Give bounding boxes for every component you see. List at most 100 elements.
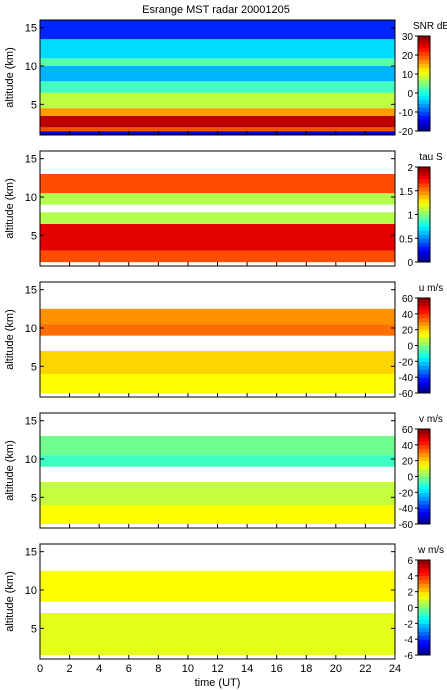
y-axis-label: altitude (km) — [4, 440, 16, 501]
colorbar-step — [418, 63, 430, 69]
x-tick-label: 8 — [155, 663, 161, 675]
colorbar-step — [418, 190, 430, 196]
colorbar-step — [418, 563, 430, 569]
colorbar-step — [418, 99, 430, 104]
colorbar-step — [418, 321, 430, 327]
colorbar-step — [418, 222, 430, 227]
colorbar-step — [418, 83, 430, 88]
y-tick-label: 5 — [31, 99, 37, 111]
colorbar-step — [418, 329, 430, 335]
colorbar-step — [418, 75, 430, 81]
colorbar-step — [418, 520, 430, 525]
colorbar-step — [418, 91, 430, 96]
y-tick-label: 10 — [25, 585, 37, 597]
colorbar-step — [418, 107, 430, 112]
colorbar-step — [418, 182, 430, 188]
colorbar-tick-label: 1.5 — [399, 187, 413, 198]
colorbar-step — [418, 575, 430, 581]
colorbar-step — [418, 313, 430, 319]
colorbar-step — [418, 429, 430, 434]
colorbar-tick-label: 40 — [402, 441, 414, 452]
colorbar-step — [418, 591, 430, 597]
colorbar-step — [418, 615, 430, 620]
y-tick-label: 15 — [25, 416, 37, 428]
y-tick-label: 15 — [25, 23, 37, 35]
y-axis-label: altitude (km) — [4, 178, 16, 239]
colorbar-step — [418, 309, 430, 315]
colorbar-step — [418, 47, 430, 53]
colorbar-step — [418, 210, 430, 215]
colorbar-tick-label: 0 — [407, 342, 413, 353]
SNR-layer-7 — [40, 58, 395, 66]
colorbar-tick-label: -4 — [404, 635, 413, 646]
colorbar-step — [418, 373, 430, 378]
y-tick-label: 10 — [25, 454, 37, 466]
colorbar-step — [418, 167, 430, 172]
x-tick-label: 20 — [330, 663, 342, 675]
y-tick-label: 5 — [31, 492, 37, 504]
y-tick-label: 10 — [25, 61, 37, 73]
colorbar-step — [418, 198, 430, 204]
colorbar-tick-label: 0 — [407, 473, 413, 484]
colorbar-step — [418, 468, 430, 474]
w-layer-1 — [40, 570, 395, 602]
colorbar-step — [418, 349, 430, 354]
colorbar-step — [418, 238, 430, 243]
colorbar-step — [418, 619, 430, 624]
colorbar-frame — [417, 35, 431, 132]
y-axis-label: altitude (km) — [4, 309, 16, 370]
colorbar-step — [418, 599, 430, 605]
panel-SNR: 5 10 15 altitude (km) SNR dB -20 -10 0 10 20 30 — [4, 19, 447, 138]
x-tick-label: 22 — [359, 663, 371, 675]
v-layer-2 — [40, 455, 395, 467]
colorbar-tick-label: 0.5 — [399, 234, 413, 245]
colorbar-step — [418, 170, 430, 176]
colorbar-step — [418, 298, 430, 303]
colorbar-tick-label: 20 — [402, 326, 414, 337]
colorbar-step — [418, 623, 430, 628]
colorbar-tick-label: 60 — [402, 425, 414, 436]
SNR-layer-5 — [40, 81, 395, 93]
colorbar-step — [418, 516, 430, 521]
colorbar-step — [418, 627, 430, 632]
colorbar-step — [418, 365, 430, 370]
u-layer-0 — [40, 374, 395, 394]
colorbar-step — [418, 603, 430, 608]
colorbar-step — [418, 206, 430, 212]
colorbar-step — [418, 246, 430, 251]
colorbar-step — [418, 230, 430, 235]
colorbar-tick-label: 10 — [402, 70, 414, 81]
colorbar-step — [418, 301, 430, 307]
y-tick-label: 15 — [25, 154, 37, 166]
colorbar-step — [418, 95, 430, 100]
colorbar-step — [418, 337, 430, 343]
colorbar-step — [418, 643, 430, 648]
tau-layer-2 — [40, 212, 395, 224]
colorbar-tick-label: 60 — [402, 294, 414, 305]
colorbar-tick-label: 2 — [407, 163, 413, 174]
colorbar-label: u m/s — [419, 283, 443, 294]
colorbar-step — [418, 254, 430, 259]
colorbar-step — [418, 476, 430, 481]
colorbar-label: w m/s — [417, 545, 444, 556]
colorbar-step — [418, 508, 430, 513]
colorbar-step — [418, 218, 430, 223]
colorbar-step — [418, 361, 430, 366]
SNR-layer-3 — [40, 108, 395, 116]
colorbar-step — [418, 111, 430, 116]
colorbar-tick-label: -2 — [404, 619, 413, 630]
u-layer-3 — [40, 308, 395, 325]
u-layer-2 — [40, 324, 395, 336]
colorbar-tick-label: -20 — [399, 357, 414, 368]
figure-title: Esrange MST radar 20001205 — [142, 4, 290, 16]
colorbar-tick-label: 1 — [407, 211, 413, 222]
colorbar-step — [418, 567, 430, 573]
colorbar-step — [418, 250, 430, 255]
SNR-layer-9 — [40, 20, 395, 40]
colorbar-step — [418, 480, 430, 485]
y-tick-label: 15 — [25, 285, 37, 297]
x-tick-label: 18 — [300, 663, 312, 675]
colorbar-step — [418, 389, 430, 394]
